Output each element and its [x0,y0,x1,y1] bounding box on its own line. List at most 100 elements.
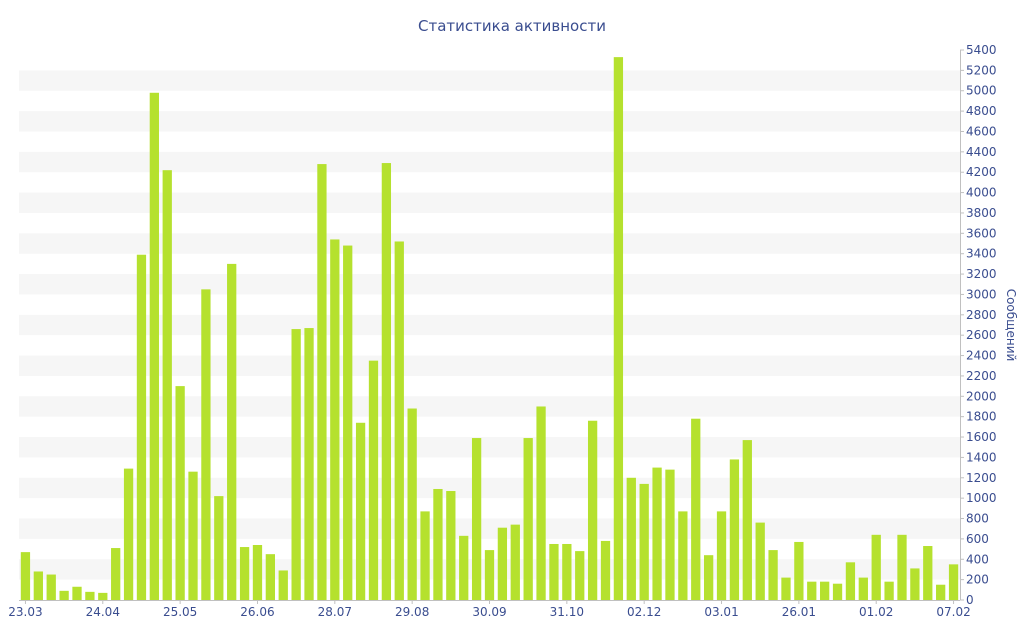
bar [304,328,314,600]
x-tick-label: 28.07 [318,605,352,619]
bar [575,551,585,600]
bar [626,477,636,600]
y-axis-title: Сообщений [1004,289,1018,362]
bar [355,422,366,600]
bar [265,554,276,600]
grid-band [19,274,960,295]
y-tick-label: 1200 [966,471,997,485]
bar [85,591,95,600]
bar [691,418,701,600]
bar [201,289,211,600]
grid-band [19,314,960,336]
bar [420,511,430,600]
grid-bands [19,70,960,580]
bar [136,254,147,600]
y-tick-label: 3800 [966,206,997,220]
y-tick-label: 2800 [966,308,997,322]
bar [20,552,31,600]
bar [936,584,946,600]
y-axis-ticks: 0 200 400 600 800 1000 1200 1400 1600 1800 2000 220… [960,43,997,607]
bar [214,496,224,600]
bar [858,577,868,600]
bar [703,555,714,600]
y-tick-label: 4800 [966,104,997,118]
bar [59,590,69,600]
y-tick-label: 200 [966,573,989,587]
bar [807,581,817,600]
bar [72,586,82,600]
bar [884,581,894,600]
grid-band [19,355,960,376]
bar [639,483,649,600]
bar [600,540,611,600]
y-tick-label: 3200 [966,267,997,281]
grid-band [19,437,960,458]
x-tick-label: 02.12 [627,605,661,619]
bar [820,581,830,600]
bar [497,527,508,600]
grid-band [19,151,960,173]
bar [98,592,108,600]
grid-band [19,518,960,539]
y-tick-label: 3600 [966,226,997,240]
bar [484,550,495,600]
x-tick-label: 25.05 [163,605,197,619]
chart-title: Статистика активности [418,17,606,35]
grid-band [19,70,960,91]
bar [665,469,675,600]
y-tick-label: 2400 [966,349,997,363]
bar [330,239,340,600]
y-tick-label: 3400 [966,247,997,261]
x-tick-label: 29.08 [395,605,429,619]
bar [407,408,417,600]
x-tick-label: 30.09 [472,605,506,619]
bar [149,92,159,601]
bar [948,564,959,600]
bar [111,548,121,600]
x-tick-label: 24.04 [86,605,120,619]
bar [123,468,134,600]
y-tick-label: 400 [966,552,989,566]
bar [471,438,482,600]
x-tick-label: 26.01 [782,605,816,619]
bar [278,570,288,600]
bar [613,57,624,600]
bar [343,245,353,601]
y-tick-label: 2000 [966,389,997,403]
y-tick-label: 5200 [966,63,997,77]
bar [536,406,546,600]
y-tick-label: 1800 [966,410,997,424]
y-tick-label: 1400 [966,450,997,464]
bar [781,577,791,600]
x-tick-label: 23.03 [8,605,42,619]
bar [871,534,881,600]
bar [175,386,185,600]
bar [845,562,856,600]
x-axis-ticks: 23.03 24.04 25.05 26.06 28.07 29.08 30.09 31.10… [8,600,971,619]
y-tick-label: 800 [966,512,989,526]
bar [291,329,301,600]
bar [523,438,533,600]
bar [587,420,598,600]
bar [755,522,765,600]
bar [188,471,198,600]
bar [897,534,907,600]
bar [446,491,456,600]
y-tick-label: 1000 [966,491,997,505]
y-tick-label: 4000 [966,186,997,200]
bar [678,511,688,600]
bar [368,360,379,600]
grid-band [19,477,960,499]
bar [510,524,520,600]
x-tick-label: 01.02 [859,605,893,619]
bar [317,164,327,600]
y-tick-label: 4600 [966,124,997,138]
grid-band [19,396,960,417]
grid-band [19,233,960,254]
bar [742,440,752,600]
bar [716,511,727,600]
bar [252,545,263,600]
y-tick-label: 3000 [966,287,997,301]
bar [768,550,778,600]
